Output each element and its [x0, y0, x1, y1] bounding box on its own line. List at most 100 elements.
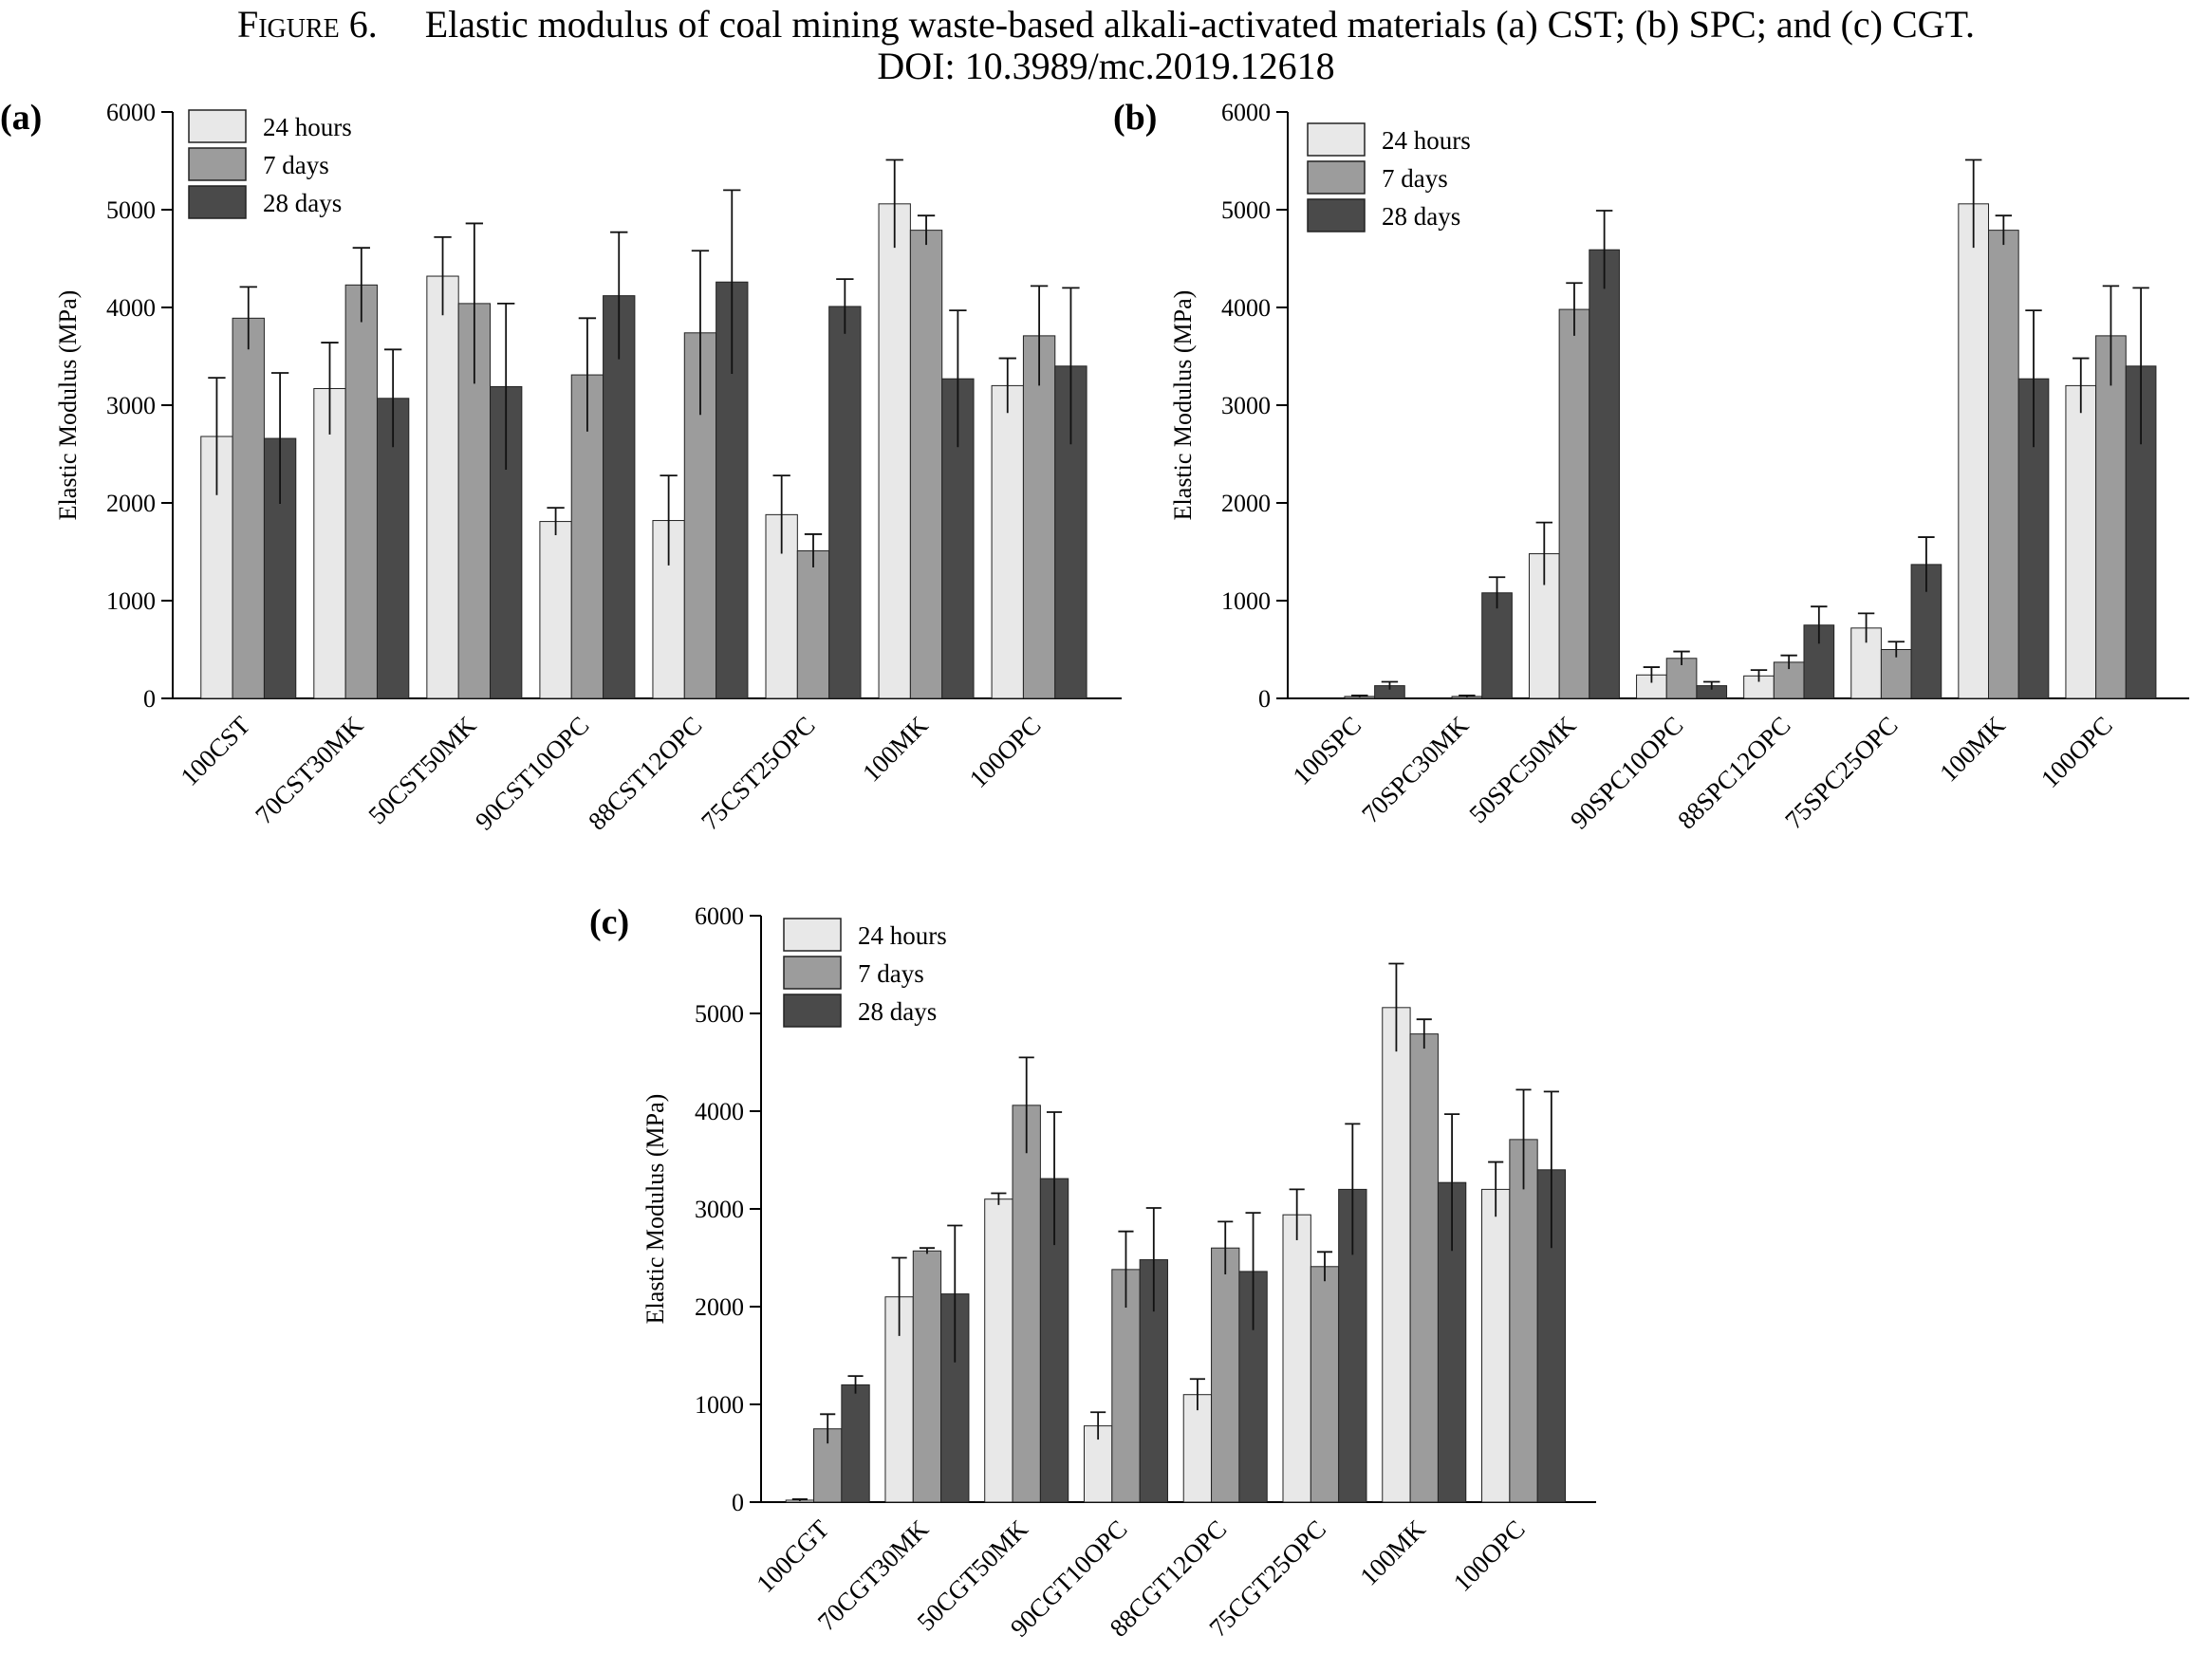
- bar-7-days: [1409, 1033, 1439, 1503]
- legend-label-7-days: 7 days: [858, 959, 924, 988]
- bar-28-days: [1437, 1181, 1467, 1503]
- x-tick-label: 100SPC: [1287, 711, 1366, 790]
- legend-swatch-7-days: [783, 956, 842, 990]
- legend-swatch-28-days: [1307, 198, 1366, 232]
- x-tick-label: 100OPC: [1448, 1514, 1531, 1597]
- bar-28-days: [1481, 592, 1513, 699]
- bar-28-days: [1238, 1271, 1268, 1503]
- bar-24-hours: [1382, 1007, 1411, 1503]
- y-tick-label: 4000: [1221, 294, 1271, 322]
- x-tick-label: 100CST: [175, 711, 255, 791]
- panel-label: (a): [0, 98, 42, 138]
- bar-7-days: [1509, 1139, 1538, 1503]
- panel-label: (c): [589, 902, 629, 942]
- bar-24-hours: [1282, 1214, 1311, 1503]
- caption-doi: DOI: 10.3989/mc.2019.12618: [877, 45, 1335, 87]
- bar-28-days: [1589, 249, 1620, 699]
- legend-label-24-hours: 24 hours: [1382, 126, 1471, 155]
- legend-swatch-28-days: [783, 994, 842, 1028]
- y-axis-label: Elastic Modulus (MPa): [1169, 290, 1197, 521]
- bar-7-days: [1880, 649, 1912, 699]
- y-tick-label: 5000: [695, 1000, 744, 1028]
- bar-24-hours: [426, 275, 459, 699]
- y-tick-label: 0: [1258, 685, 1271, 713]
- legend-label-7-days: 7 days: [263, 151, 329, 179]
- bar-28-days: [603, 295, 636, 699]
- bar-28-days: [376, 398, 410, 699]
- bar-28-days: [841, 1384, 870, 1503]
- y-tick-label: 1000: [1221, 587, 1271, 615]
- bar-7-days: [1310, 1266, 1340, 1503]
- y-tick-label: 4000: [695, 1098, 744, 1125]
- y-tick-label: 2000: [106, 490, 156, 517]
- x-tick-label: 50CST50MK: [362, 711, 482, 830]
- bar-24-hours: [539, 521, 572, 699]
- chart-panel-a: (a) 0 1000 2000 3000 4000 5000 6000 Elastic Modu…: [0, 98, 1122, 836]
- y-tick-label: 6000: [695, 902, 744, 930]
- bar-7-days: [1012, 1105, 1041, 1503]
- bar-7-days: [912, 1250, 942, 1503]
- bar-7-days: [1988, 230, 2019, 699]
- x-tick-label: 90CST10OPC: [470, 711, 595, 836]
- figure-label: Figure 6.: [236, 3, 378, 46]
- bar-7-days: [232, 317, 265, 699]
- legend-label-28-days: 28 days: [858, 997, 937, 1026]
- y-tick-label: 1000: [106, 587, 156, 615]
- panel-label: (b): [1113, 98, 1157, 138]
- x-tick-label: 70CST30MK: [250, 711, 369, 830]
- bar-7-days: [1211, 1247, 1240, 1503]
- figure-caption: Figure 6. Elastic modulus of coal mining…: [0, 4, 2212, 87]
- x-tick-label: 100MK: [1354, 1514, 1431, 1591]
- y-tick-label: 4000: [106, 294, 156, 322]
- y-tick-label: 5000: [1221, 196, 1271, 224]
- y-tick-label: 0: [143, 685, 156, 713]
- bar-7-days: [1665, 658, 1698, 699]
- bar-7-days: [1022, 335, 1056, 699]
- y-tick-label: 0: [732, 1489, 744, 1516]
- y-tick-label: 5000: [106, 196, 156, 224]
- x-tick-label: 100MK: [1934, 711, 2011, 788]
- bar-7-days: [796, 549, 830, 699]
- x-tick-label: 88SPC12OPC: [1672, 711, 1796, 835]
- bar-24-hours: [991, 384, 1024, 699]
- x-tick-label: 88CST12OPC: [583, 711, 708, 836]
- legend-swatch-24-hours: [188, 109, 247, 143]
- y-tick-label: 6000: [1221, 99, 1271, 126]
- y-tick-label: 1000: [695, 1391, 744, 1419]
- y-tick-label: 2000: [695, 1293, 744, 1321]
- legend-label-24-hours: 24 hours: [858, 921, 947, 950]
- bar-24-hours: [1481, 1188, 1511, 1503]
- bar-24-hours: [1958, 203, 1990, 699]
- caption-text: Elastic modulus of coal mining waste-bas…: [424, 3, 1976, 46]
- y-axis-label: Elastic Modulus (MPa): [641, 1094, 669, 1325]
- bar-28-days: [828, 306, 862, 699]
- caption-line-1: Figure 6. Elastic modulus of coal mining…: [0, 4, 2212, 46]
- legend-swatch-28-days: [188, 185, 247, 219]
- x-tick-label: 75SPC25OPC: [1779, 711, 1904, 835]
- y-axis-label: Elastic Modulus (MPa): [54, 290, 82, 521]
- bar-24-hours: [313, 387, 346, 699]
- legend-label-28-days: 28 days: [1382, 202, 1460, 231]
- bar-24-hours: [878, 203, 911, 699]
- x-tick-label: 100OPC: [964, 711, 1047, 793]
- legend-swatch-24-hours: [783, 918, 842, 952]
- legend-swatch-7-days: [188, 147, 247, 181]
- x-tick-label: 90SPC10OPC: [1565, 711, 1689, 835]
- bar-7-days: [344, 284, 378, 699]
- bar-7-days: [1111, 1269, 1141, 1503]
- chart-panel-c: (c) 0 1000 2000 3000 4000 5000 6000 Elastic Modu…: [589, 902, 1596, 1643]
- x-tick-label: 100MK: [857, 711, 934, 788]
- y-tick-label: 3000: [1221, 392, 1271, 419]
- x-tick-label: 70SPC30MK: [1356, 711, 1474, 828]
- bar-24-hours: [1182, 1394, 1213, 1503]
- legend-swatch-7-days: [1307, 160, 1366, 195]
- bar-24-hours: [984, 1198, 1013, 1503]
- chart-panel-b: (b) 0 1000 2000 3000 4000 5000 6000 Elastic Modu…: [1113, 98, 2189, 835]
- legend-label-24-hours: 24 hours: [263, 113, 352, 141]
- y-tick-label: 2000: [1221, 490, 1271, 517]
- x-tick-label: 100CGT: [751, 1514, 834, 1598]
- x-tick-label: 100OPC: [2035, 711, 2118, 793]
- y-tick-label: 6000: [106, 99, 156, 126]
- y-tick-label: 3000: [695, 1196, 744, 1223]
